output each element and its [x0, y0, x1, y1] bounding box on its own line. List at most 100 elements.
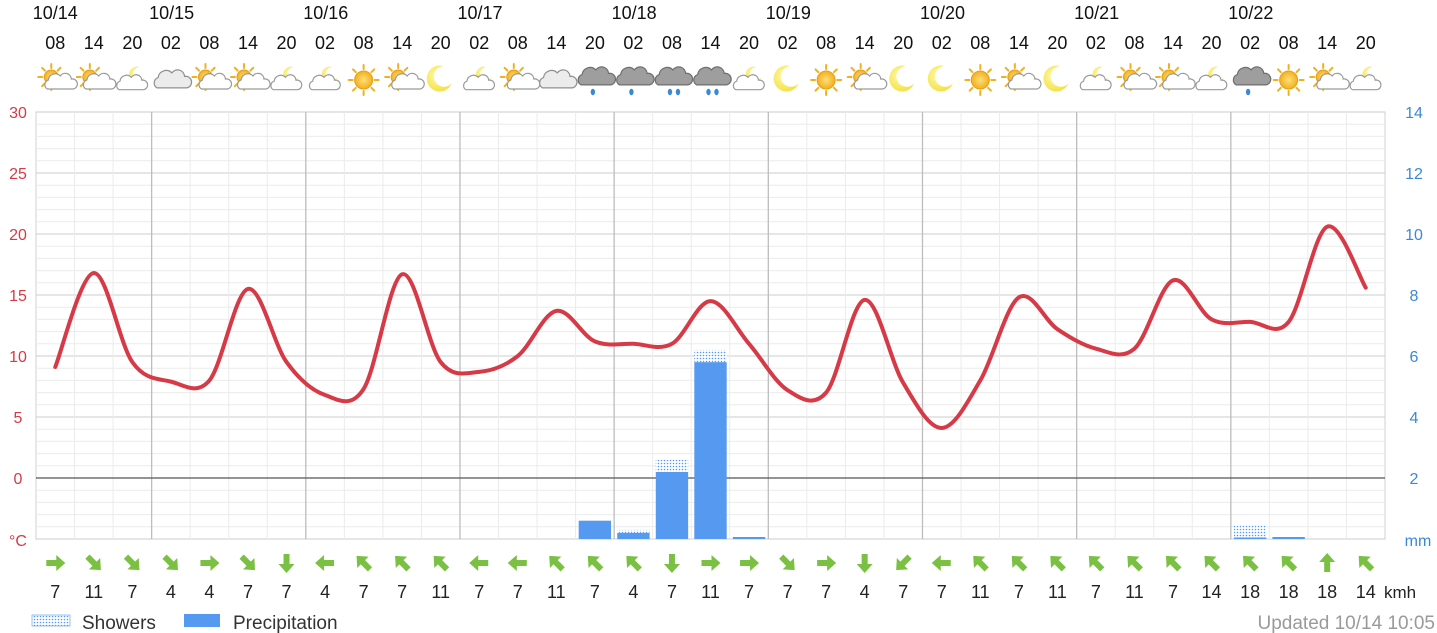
- wind-speed-label: 7: [397, 582, 407, 602]
- wind-speed-label: 11: [701, 582, 720, 602]
- wind-arrow-shape: [85, 554, 101, 571]
- sun-ray: [41, 66, 46, 72]
- wind-speed-label: 7: [744, 582, 754, 602]
- cloud-shape: [1316, 72, 1350, 90]
- wind-speed-label: 11: [84, 582, 103, 602]
- y-right-tick-label: 2: [1410, 471, 1419, 488]
- rain-drop: [1245, 88, 1251, 96]
- wind-arrow-icon: [1088, 555, 1105, 572]
- hour-label: 08: [199, 33, 219, 53]
- temperature-line: [53, 224, 1368, 430]
- sun-ray: [1295, 68, 1301, 74]
- hour-label: 14: [238, 33, 258, 53]
- sun-ray: [832, 86, 838, 92]
- wind-speed-label: 7: [783, 582, 793, 602]
- sun-ray: [195, 66, 201, 72]
- sun-ray: [95, 66, 101, 72]
- y-right-tick-label: 10: [1405, 227, 1423, 244]
- clear-night-icon: [773, 65, 799, 92]
- wind-speed-label: 18: [1240, 582, 1260, 602]
- sun-ray: [56, 66, 62, 72]
- wind-speed-label: 7: [821, 582, 831, 602]
- y-left-unit: °C: [9, 533, 27, 550]
- wind-arrow-shape: [626, 555, 642, 572]
- wind-arrow-icon: [1358, 555, 1375, 572]
- wind-speed-label: 7: [282, 582, 292, 602]
- wind-speed-label: 7: [513, 582, 523, 602]
- hour-label: 02: [623, 33, 643, 53]
- sun-ray: [79, 66, 85, 72]
- sun-cloud-icon: [1116, 63, 1158, 91]
- hour-label: 08: [816, 33, 836, 53]
- wind-arrow-icon: [817, 555, 837, 571]
- precipitation-bar: [617, 532, 650, 539]
- axes-layer: 30 25 20 15 10 5 0 °C 14 12 10 8 6 4 2 mm: [9, 105, 1431, 550]
- date-label: 10/14: [33, 3, 78, 23]
- hour-label: 02: [161, 33, 181, 53]
- sun-ray: [403, 66, 409, 72]
- sunny-icon: [347, 64, 380, 96]
- wind-arrow-shape: [896, 554, 912, 571]
- wind-arrow-shape: [46, 555, 66, 571]
- moon-shape: [889, 65, 915, 92]
- wind-speed-label: 4: [628, 582, 638, 602]
- hour-label: 14: [546, 33, 566, 53]
- wind-arrow-icon: [46, 555, 66, 571]
- sun-ray: [1277, 86, 1282, 92]
- hour-label: 14: [855, 33, 875, 53]
- wind-speed-label: 7: [667, 582, 677, 602]
- moon-shape: [773, 65, 799, 92]
- wind-arrow-icon: [278, 554, 295, 573]
- cloud-shape: [308, 74, 341, 91]
- wind-arrow-icon: [973, 555, 989, 572]
- y-left-tick-label: 5: [14, 410, 23, 427]
- date-label: 10/16: [303, 3, 348, 23]
- sun-ray: [1312, 66, 1318, 72]
- moon-shape: [1043, 65, 1069, 92]
- sun-ray: [850, 66, 856, 72]
- y-left-tick-label: 25: [9, 166, 27, 183]
- sun-ray: [352, 68, 357, 74]
- date-label: 10/20: [920, 3, 965, 23]
- cloud-shape: [1162, 72, 1196, 90]
- cloud-shape: [1079, 74, 1112, 91]
- sun-ray: [370, 68, 376, 74]
- wind-arrow-icon: [239, 554, 256, 571]
- cloud-shape: [853, 72, 888, 90]
- cloudy-icon: [153, 69, 193, 89]
- wind-arrow-icon: [1011, 555, 1028, 572]
- wind-arrow-icon: [1127, 555, 1143, 572]
- sun-ray: [249, 66, 255, 72]
- y-right-tick-label: 8: [1410, 288, 1419, 305]
- wind-speed-label: 7: [50, 582, 60, 602]
- wind-arrow-icon: [469, 555, 489, 571]
- rain-drop: [675, 88, 681, 96]
- sun-cloud-icon: [499, 63, 541, 91]
- wind-speed-label: 7: [474, 582, 484, 602]
- wind-arrow-shape: [1127, 555, 1143, 572]
- sun-ray: [503, 66, 509, 72]
- wind-arrow-shape: [239, 554, 256, 571]
- sun-ray: [233, 66, 239, 72]
- moon-cloud-icon: [732, 66, 765, 91]
- wind-arrow-shape: [779, 554, 795, 571]
- moon-shape: [426, 65, 452, 92]
- wind-arrow-icon: [162, 554, 178, 571]
- wind-arrow-icon: [507, 555, 527, 571]
- moon-cloud-icon: [116, 66, 149, 91]
- wind-arrow-icon: [200, 555, 220, 571]
- wind-arrow-shape: [433, 555, 450, 572]
- moon-cloud-icon: [308, 66, 341, 91]
- wind-speed-label: 7: [359, 582, 369, 602]
- sun-ray: [866, 66, 871, 72]
- hour-label: 08: [970, 33, 990, 53]
- clear-night-icon: [426, 65, 452, 92]
- wind-arrow-icon: [931, 555, 951, 571]
- wind-arrow-icon: [356, 555, 373, 572]
- hour-label: 08: [1279, 33, 1299, 53]
- clear-night-icon: [889, 65, 915, 92]
- moon-cloud-icon: [270, 66, 303, 91]
- wind-speed-label: 7: [590, 582, 600, 602]
- sun-ray: [387, 66, 393, 72]
